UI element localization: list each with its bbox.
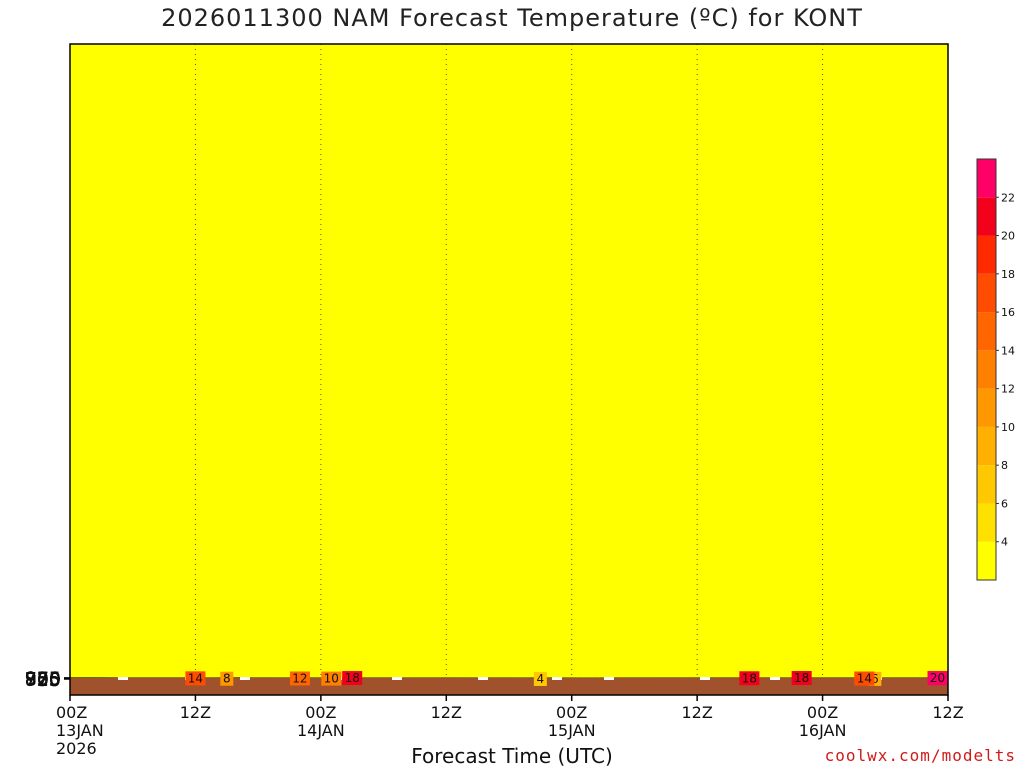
isotherm-label-bg-23 (791, 671, 812, 686)
x-tick-label-0-2: 2026 (56, 739, 97, 758)
isotherm-label-23: 18 (794, 671, 809, 685)
x-tick-label-7-0: 12Z (932, 703, 963, 722)
surface-marker-1 (118, 677, 128, 680)
x-tick-label-3-0: 12Z (431, 703, 462, 722)
surface-marker-6 (392, 677, 402, 680)
isotherm-label-20: 18 (742, 671, 757, 685)
colorbar-label-20: 20 (1001, 230, 1015, 243)
isotherm-label-bg-1 (533, 671, 547, 686)
isotherm-label-bg-20 (739, 671, 760, 686)
colorbar-label-14: 14 (1001, 344, 1015, 357)
isotherm-label-5: 8 (223, 672, 231, 686)
colorbar-label-16: 16 (1001, 306, 1015, 319)
x-tick-label-5-0: 12Z (681, 703, 712, 722)
colorbar: 4 6 8 10 12 14 16 18 20 22 (976, 158, 1015, 581)
isotherm-label-8: 10 (324, 672, 339, 686)
isotherm-label-14: 14 (188, 671, 203, 685)
colorbar-label-22: 22 (1001, 191, 1015, 204)
y-tick-label-900: 900 (25, 668, 61, 690)
x-tick-label-0-0: 00Z (56, 703, 87, 722)
y-tick-label-975: 975 (25, 668, 61, 690)
colorbar-swatch-7 (977, 312, 996, 351)
y-tick-label-950: 950 (25, 668, 61, 690)
isotherm-labels: 4466888101010121212141414141616181818182… (185, 671, 948, 686)
isotherm-label-bg-8 (321, 671, 342, 686)
colorbar-frame (976, 158, 997, 581)
y-tick-label-875: 875 (25, 668, 61, 690)
colorbar-swatch-5 (977, 388, 996, 427)
colorbar-swatch-6 (977, 350, 996, 389)
x-tick-label-6-0: 00Z (807, 703, 838, 722)
surface-marker-8 (552, 677, 562, 680)
chart-title: 2026011300 NAM Forecast Temperature (ºC)… (161, 4, 863, 32)
isotherm-label-1: 4 (537, 672, 545, 686)
colorbar-label-18: 18 (1001, 268, 1015, 281)
colorbar-swatch-9 (977, 235, 996, 274)
isotherm-label-15: 14 (857, 672, 872, 686)
surface-marker-3 (240, 677, 250, 680)
x-tick-label-1-0: 12Z (180, 703, 211, 722)
y-tick-label-725: 725 (25, 669, 61, 691)
x-tick-label-0-1: 13JAN (56, 721, 104, 740)
colorbar-swatch-11 (977, 159, 996, 198)
isotherm-label-bg-5 (220, 671, 234, 686)
colorbar-swatch-8 (977, 273, 996, 313)
surface-marker-9 (604, 677, 614, 680)
x-tick-label-2-1: 14JAN (297, 721, 345, 740)
surface-marker-11 (770, 677, 780, 680)
colorbar-swatch-4 (977, 426, 996, 466)
colorbar-swatch-10 (977, 197, 996, 236)
colorbar-swatch-1 (977, 541, 996, 580)
isotherm-label-bg-26 (927, 671, 948, 686)
x-tick-label-6-1: 16JAN (799, 721, 847, 740)
y-tick-label-750: 750 (25, 669, 61, 691)
plot-frame (69, 43, 949, 696)
y-tick-label-700: 700 (25, 669, 61, 691)
y-tick-label-850: 850 (25, 668, 61, 690)
surface-marker-10 (700, 677, 710, 680)
isotherm-label-3: 6 (871, 672, 879, 686)
temperature-bands (70, 44, 948, 695)
colorbar-label-12: 12 (1001, 383, 1015, 396)
isotherm-label-bg-15 (854, 671, 875, 686)
x-tick-label-2-0: 00Z (305, 703, 336, 722)
isotherm-label-11: 12 (292, 671, 307, 685)
x-axis-title: Forecast Time (UTC) (411, 744, 613, 768)
surface-ground (70, 678, 948, 695)
colorbar-label-10: 10 (1001, 421, 1015, 434)
y-tick-label-925: 925 (25, 668, 61, 690)
watermark: coolwx.com/modelts (824, 746, 1016, 765)
y-tick-label-825: 825 (25, 669, 61, 691)
colorbar-label-8: 8 (1001, 459, 1008, 472)
x-tick-label-4-0: 00Z (556, 703, 587, 722)
surface-marker-7 (478, 677, 488, 680)
y-tick-label-800: 800 (25, 669, 61, 691)
isotherm-label-26: 20 (930, 671, 945, 685)
isotherm-label-bg-11 (289, 671, 310, 686)
isotherm-label-bg-14 (185, 671, 206, 686)
band-fill-below-4 (70, 44, 948, 695)
colorbar-label-4: 4 (1001, 536, 1008, 549)
colorbar-label-6: 6 (1001, 497, 1008, 510)
y-tick-label-775: 775 (25, 669, 61, 691)
isotherm-label-22: 18 (345, 671, 360, 685)
colorbar-swatch-2 (977, 503, 996, 542)
x-tick-label-4-1: 15JAN (548, 721, 596, 740)
isotherm-label-bg-22 (342, 671, 363, 686)
colorbar-swatch-3 (977, 465, 996, 504)
